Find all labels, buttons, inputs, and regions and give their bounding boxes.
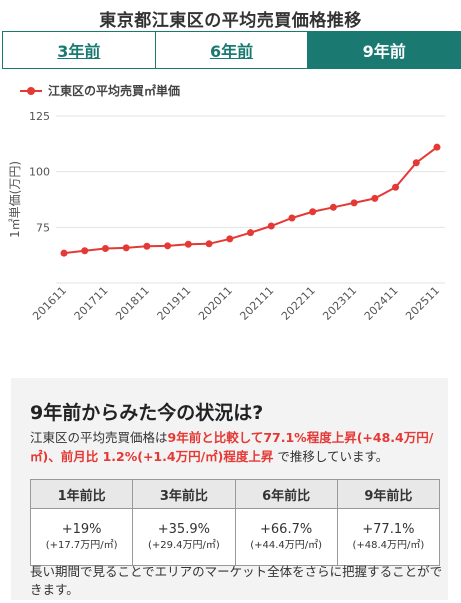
legend-label: 江東区の平均売買㎡単価 — [48, 84, 181, 98]
data-point — [60, 249, 68, 257]
status-heading: 9年前からみた今の状況は? — [30, 402, 264, 424]
summary-suffix: で推移しています。 — [273, 449, 389, 464]
status-summary: 江東区の平均売買価格は9年前と比較して77.1%程度上昇(+48.4万円/㎡)、… — [30, 428, 440, 466]
header-1-year: 1年前比 — [29, 479, 134, 509]
tab-3-years[interactable]: 3年前 — [3, 32, 156, 68]
status-footer-note: 長い期間で見ることでエリアのマーケット全体をさらに把握することができます。 — [30, 564, 443, 597]
summary-prefix: 江東区の平均売買価格は — [30, 430, 168, 445]
percent-value: +35.9% — [157, 522, 210, 537]
data-point — [184, 240, 192, 248]
data-point — [392, 183, 400, 191]
x-tick-label: 201811 — [113, 284, 152, 323]
data-point — [226, 235, 234, 243]
data-point — [164, 242, 172, 250]
x-tick-label: 201711 — [72, 284, 111, 323]
percent-value: +77.1% — [362, 522, 415, 537]
amount-value: (+48.4万円/㎡) — [352, 540, 425, 551]
table-row: +19% (+17.7万円/㎡) +35.9% (+29.4万円/㎡) +66.7%… — [29, 508, 441, 566]
tab-6-years[interactable]: 6年前 — [155, 32, 309, 68]
cell-1-year: +19% (+17.7万円/㎡) — [29, 508, 134, 566]
data-point — [81, 247, 89, 255]
data-point — [122, 244, 130, 252]
data-point — [350, 199, 358, 207]
data-point — [205, 240, 213, 248]
header-6-years: 6年前比 — [234, 479, 338, 509]
summary-highlight: 9年前と比較して77.1%程度上昇(+48.4万円/㎡)、前月比 1.2%(+1… — [30, 430, 434, 464]
period-tabs: 3年前 6年前 9年前 — [2, 31, 461, 69]
data-point — [101, 244, 109, 252]
amount-value: (+17.7万円/㎡) — [45, 540, 118, 551]
x-tick-label: 202111 — [237, 284, 276, 323]
data-point — [371, 194, 379, 202]
x-tick-label: 202011 — [196, 284, 235, 323]
data-point — [267, 222, 275, 230]
data-point — [247, 229, 254, 237]
series-line — [63, 146, 438, 255]
header-3-years: 3年前比 — [132, 479, 236, 509]
data-point — [433, 143, 441, 151]
percent-value: +19% — [61, 522, 102, 537]
y-axis-label: 1㎡単価(万円) — [8, 161, 22, 238]
price-line-chart: 75 100 125 1㎡単価(万円) 201611 201711 201811 201911… — [8, 110, 445, 323]
comparison-table: 1年前比 3年前比 6年前比 9年前比 +19% (+17.7万円/㎡) +35.… — [29, 479, 441, 566]
cell-9-years: +77.1% (+48.4万円/㎡) — [336, 508, 441, 566]
status-panel: 9年前からみた今の状況は? 江東区の平均売買価格は9年前と比較して77.1%程度… — [11, 378, 448, 600]
x-tick-label: 201911 — [155, 284, 194, 323]
x-tick-label: 202511 — [403, 284, 442, 323]
legend-marker-icon — [20, 86, 42, 95]
data-point — [143, 242, 151, 250]
x-tick-label: 202211 — [279, 284, 318, 323]
cell-6-years: +66.7% (+44.4万円/㎡) — [234, 508, 338, 566]
x-tick-label: 201611 — [30, 284, 69, 323]
data-point — [309, 208, 317, 216]
amount-value: (+44.4万円/㎡) — [250, 540, 323, 551]
tab-9-years[interactable]: 9年前 — [308, 32, 461, 68]
y-tick-label: 75 — [36, 221, 50, 234]
amount-value: (+29.4万円/㎡) — [147, 540, 220, 551]
data-point — [288, 214, 296, 222]
header-9-years: 9年前比 — [336, 479, 441, 509]
cell-3-years: +35.9% (+29.4万円/㎡) — [132, 508, 236, 566]
percent-value: +66.7% — [260, 522, 313, 537]
y-tick-label: 125 — [29, 110, 50, 123]
data-point — [329, 203, 337, 211]
y-tick-label: 100 — [29, 166, 50, 179]
x-tick-label: 202411 — [362, 284, 401, 323]
table-header-row: 1年前比 3年前比 6年前比 9年前比 — [29, 479, 441, 509]
chart-legend[interactable]: 江東区の平均売買㎡単価 — [20, 82, 180, 99]
x-tick-label: 202311 — [320, 284, 359, 323]
data-point — [412, 159, 420, 167]
page-title: 東京都江東区の平均売買価格推移 — [99, 11, 362, 31]
